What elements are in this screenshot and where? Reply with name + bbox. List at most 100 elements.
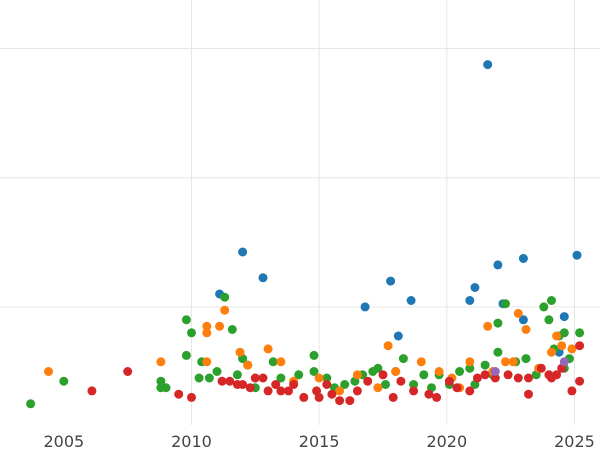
x-tick-label: 2025 <box>554 432 595 450</box>
data-point <box>373 383 383 393</box>
data-point <box>465 386 475 396</box>
data-point <box>299 392 309 402</box>
data-point <box>322 380 332 389</box>
data-point <box>524 373 533 383</box>
data-point <box>245 383 255 393</box>
data-point <box>465 296 475 305</box>
data-point <box>294 370 304 380</box>
data-point <box>238 380 248 389</box>
data-point <box>238 247 248 257</box>
data-point <box>289 380 299 389</box>
data-point <box>352 386 362 396</box>
data-point <box>455 367 465 376</box>
data-point <box>493 260 503 270</box>
data-point <box>263 344 273 354</box>
data-point <box>314 373 324 383</box>
data-point <box>220 292 230 302</box>
data-point <box>393 331 403 341</box>
data-point <box>559 357 569 367</box>
data-point <box>409 386 419 396</box>
data-point <box>373 363 383 373</box>
data-point <box>391 367 401 376</box>
data-point <box>524 389 533 399</box>
data-point <box>235 347 245 357</box>
data-point <box>480 370 490 380</box>
data-point <box>243 360 253 370</box>
data-point <box>187 392 196 402</box>
data-point <box>465 363 475 373</box>
data-point <box>559 328 569 338</box>
data-point <box>232 370 242 380</box>
data-point <box>419 370 429 380</box>
data-point <box>156 376 166 386</box>
data-point <box>424 389 434 399</box>
data-point <box>276 373 286 383</box>
data-point <box>363 376 373 386</box>
data-point <box>521 325 531 334</box>
data-point <box>539 302 549 312</box>
data-point <box>575 376 585 386</box>
data-point <box>398 354 408 364</box>
data-point <box>396 376 406 386</box>
data-point <box>472 373 482 383</box>
grid <box>0 0 600 425</box>
data-point <box>212 367 222 376</box>
data-point <box>490 373 500 383</box>
data-point <box>406 296 416 305</box>
data-point <box>258 373 268 383</box>
data-point <box>181 315 191 325</box>
data-point <box>360 302 370 312</box>
data-point <box>567 344 577 354</box>
data-point <box>156 357 166 367</box>
data-point <box>470 283 480 292</box>
x-tick-label: 2020 <box>426 432 467 450</box>
data-point <box>87 386 97 396</box>
data-point <box>547 347 556 357</box>
data-point <box>202 328 212 338</box>
data-point <box>123 367 133 376</box>
data-point <box>250 373 260 383</box>
data-point <box>521 354 531 364</box>
data-point <box>314 392 324 402</box>
data-point <box>503 370 513 380</box>
data-point <box>340 380 350 389</box>
data-point <box>572 250 582 260</box>
data-point <box>263 386 273 396</box>
data-point <box>388 392 398 402</box>
data-point <box>483 60 493 70</box>
data-point <box>575 328 585 338</box>
data-point <box>547 296 556 305</box>
data-point <box>409 380 419 389</box>
data-point <box>518 254 528 263</box>
data-point <box>552 331 562 341</box>
data-point <box>44 367 53 376</box>
data-point <box>536 363 546 373</box>
data-point <box>276 357 286 367</box>
data-point <box>217 376 227 386</box>
data-point <box>225 376 235 386</box>
data-point <box>490 367 500 376</box>
data-point <box>444 376 454 386</box>
data-point <box>215 321 225 331</box>
data-point <box>552 370 562 380</box>
data-point <box>416 357 426 367</box>
data-point <box>513 308 523 318</box>
data-point <box>194 373 204 383</box>
data-point <box>276 386 286 396</box>
data-point <box>187 328 196 338</box>
data-point <box>202 321 212 331</box>
data-point <box>309 350 319 360</box>
data-point <box>386 276 396 286</box>
data-point <box>322 373 332 383</box>
data-point <box>381 380 390 389</box>
data-point <box>352 370 362 380</box>
data-point <box>345 396 355 406</box>
data-point <box>557 341 567 351</box>
x-tick-label: 2005 <box>43 432 84 450</box>
data-point <box>434 367 444 376</box>
data-point <box>567 386 577 396</box>
data-point <box>204 373 214 383</box>
data-point <box>378 370 388 380</box>
data-point <box>518 315 528 325</box>
